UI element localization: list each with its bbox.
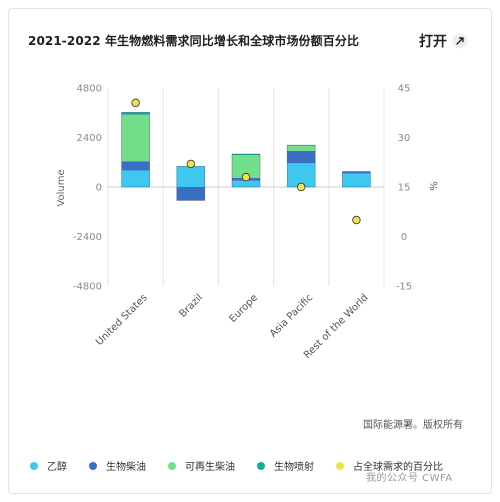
bar-segment[interactable] [342, 173, 371, 187]
bar-segment[interactable] [121, 114, 150, 162]
source-note: 国际能源署。版权所有 [363, 420, 463, 431]
chart-card [8, 8, 492, 494]
open-button[interactable]: 打开 [419, 31, 468, 51]
bar-outline [231, 153, 261, 188]
legend-swatch [257, 461, 265, 470]
legend-swatch [336, 461, 344, 470]
legend-item[interactable]: 占全球需求的百分比 [336, 458, 443, 473]
bar-segment[interactable] [232, 155, 260, 178]
y2-tick-label: 45 [398, 84, 411, 95]
bar-segment[interactable] [342, 171, 371, 174]
x-tick-label: Asia Pacific [268, 292, 315, 339]
y-tick-label: 0 [96, 183, 102, 194]
legend-label: 生物柴油 [106, 462, 146, 473]
y-tick-label: -4800 [73, 282, 102, 293]
bar-segment[interactable] [287, 145, 316, 151]
y2-tick-label: 0 [401, 232, 407, 243]
y2-axis-label: % [427, 181, 438, 191]
bar-segment[interactable] [287, 163, 316, 187]
watermark: 我的公众号 CWFA [366, 473, 453, 484]
y-axis-label: Volume [56, 169, 67, 206]
y-tick-label: 2400 [77, 133, 102, 144]
bar-segment[interactable] [176, 166, 205, 187]
biofuel-chart: 4800 2400 0 -2400 -4800 45 30 15 0 -15 United St… [56, 84, 438, 361]
legend-label: 生物喷射 [274, 462, 314, 473]
bar-segment[interactable] [121, 170, 150, 188]
y-tick-label: 4800 [77, 84, 102, 95]
share-point[interactable] [352, 215, 361, 225]
y-tick-label: -2400 [73, 232, 102, 243]
bar-segment[interactable] [121, 161, 150, 171]
expand-icon[interactable] [452, 33, 468, 49]
x-tick-label: Europe [227, 292, 260, 325]
legend-label: 占全球需求的百分比 [353, 462, 443, 473]
legend-label: 乙醇 [47, 462, 67, 473]
share-point[interactable] [186, 159, 195, 169]
share-point[interactable] [297, 182, 306, 192]
legend-item[interactable]: 乙醇 [30, 458, 67, 473]
legend-label: 可再生柴油 [185, 462, 235, 473]
y2-tick-label: 15 [398, 183, 411, 194]
x-tick-label: Brazil [177, 292, 205, 320]
legend-item[interactable]: 生物喷射 [257, 458, 314, 473]
bar-segment[interactable] [287, 150, 316, 164]
share-point[interactable] [131, 98, 140, 108]
legend-swatch [89, 461, 97, 470]
open-label: 打开 [419, 34, 447, 50]
legend-swatch [30, 461, 38, 470]
chart-title: 2021-2022 年生物燃料需求同比增长和全球市场份额百分比 [28, 34, 360, 48]
y2-tick-label: -15 [396, 282, 412, 293]
legend-item[interactable]: 可再生柴油 [168, 458, 235, 473]
bar-segment[interactable] [232, 154, 260, 156]
bar-outline [121, 112, 150, 188]
bar-outline [342, 171, 371, 188]
share-point[interactable] [241, 172, 251, 182]
bar-segment[interactable] [232, 180, 260, 187]
y2-tick-label: 30 [398, 133, 411, 144]
bar-segment[interactable] [121, 112, 150, 115]
legend: 乙醇 生物柴油 可再生柴油 生物喷射 占全球需求的百分比 [30, 458, 465, 473]
legend-item[interactable]: 生物柴油 [89, 458, 146, 473]
bar-segment[interactable] [176, 187, 205, 201]
legend-swatch [168, 461, 176, 470]
x-tick-label: United States [94, 292, 150, 348]
